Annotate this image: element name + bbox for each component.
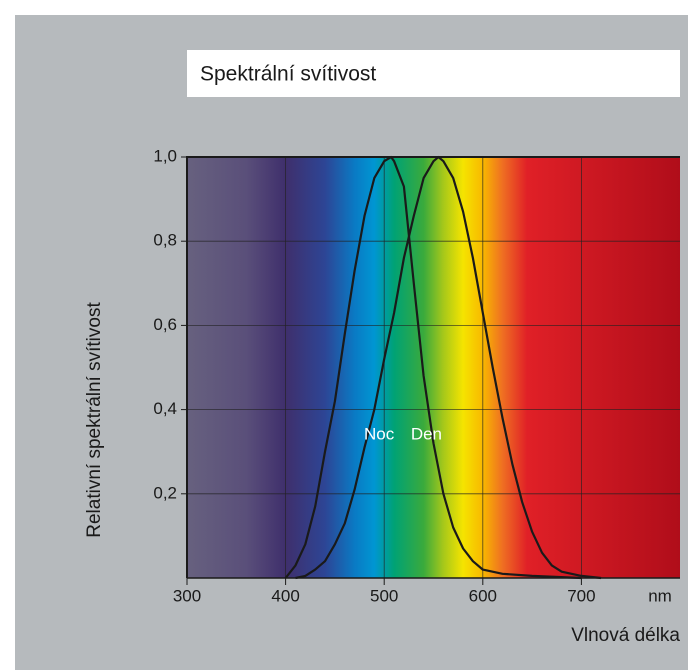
plot-area xyxy=(187,157,680,578)
y-tick-label: 0,4 xyxy=(153,399,177,418)
x-axis-label: Vlnová délka xyxy=(571,625,680,646)
y-tick-label: 0,8 xyxy=(153,231,177,250)
y-tick-label: 1,0 xyxy=(153,146,177,165)
series-label: Den xyxy=(411,424,442,443)
x-tick-label: 300 xyxy=(173,586,201,605)
series-line xyxy=(284,155,582,580)
title-box xyxy=(187,50,680,97)
chart-title: Spektrální svítivost xyxy=(200,63,376,86)
y-tick-label: 0,2 xyxy=(153,483,177,502)
y-axis-label: Relativní spektrální svítivost xyxy=(84,302,105,538)
x-tick-label: 600 xyxy=(469,586,497,605)
x-unit-label: nm xyxy=(648,586,672,605)
y-tick-label: 0,6 xyxy=(153,315,177,334)
series-label: Noc xyxy=(364,424,395,443)
x-tick-label: 700 xyxy=(567,586,595,605)
x-tick-label: 400 xyxy=(271,586,299,605)
x-tick-label: 500 xyxy=(370,586,398,605)
